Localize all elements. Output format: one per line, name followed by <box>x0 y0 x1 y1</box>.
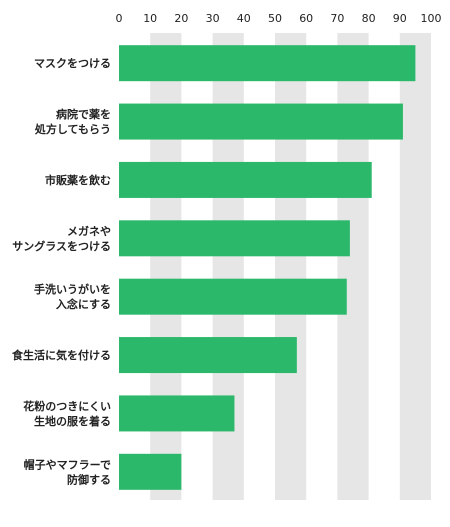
x-tick-label-90: 90 <box>393 12 407 25</box>
category-label-4-line-2: サングラスをつける <box>12 239 111 253</box>
category-label-1: マスクをつける <box>34 57 111 70</box>
category-label-5-line-2: 入念にする <box>56 297 111 311</box>
x-tick-label-100: 100 <box>421 12 442 25</box>
x-tick-label-20: 20 <box>174 12 188 25</box>
x-tick-label-50: 50 <box>268 12 282 25</box>
x-tick-label-60: 60 <box>299 12 313 25</box>
category-label-2-line-1: 病院で薬を <box>56 107 111 121</box>
x-tick-label-40: 40 <box>237 12 251 25</box>
grid-band-50-60 <box>275 33 307 500</box>
bar-3 <box>119 161 372 198</box>
bar-6 <box>119 337 297 374</box>
grid-band-90-100 <box>399 33 431 500</box>
category-label-4-line-1: メガネや <box>67 224 111 238</box>
category-label-7-line-1: 花粉のつきにくい <box>23 399 111 413</box>
category-label-7-line-2: 生地の服を着る <box>34 414 111 428</box>
bars <box>119 45 416 490</box>
grid-band-70-80 <box>337 33 369 500</box>
category-label-6: 食生活に気を付ける <box>12 348 111 362</box>
category-label-8-line-1: 帽子やマフラーで <box>24 457 111 471</box>
x-tick-label-70: 70 <box>330 12 344 25</box>
x-tick-label-0: 0 <box>116 12 123 25</box>
category-label-3: 市販薬を飲む <box>45 173 111 187</box>
bar-2 <box>119 103 403 140</box>
category-label-8-line-2: 防御する <box>67 472 111 486</box>
x-axis-tick-labels: 0 10 20 30 40 50 60 70 80 90 100 <box>116 12 442 25</box>
category-label-5-line-1: 手洗いうがいを <box>34 282 111 296</box>
bar-4 <box>119 220 350 257</box>
category-label-2-line-2: 処方してもらう <box>34 122 111 136</box>
bar-5 <box>119 278 347 315</box>
x-tick-label-80: 80 <box>362 12 376 25</box>
x-tick-label-10: 10 <box>143 12 157 25</box>
bar-7 <box>119 395 235 432</box>
bar-8 <box>119 453 182 490</box>
bar-1 <box>119 45 416 82</box>
x-tick-label-30: 30 <box>206 12 220 25</box>
category-labels: マスクをつける病院で薬を処方してもらう市販薬を飲むメガネやサングラスをつける手洗… <box>12 57 111 486</box>
